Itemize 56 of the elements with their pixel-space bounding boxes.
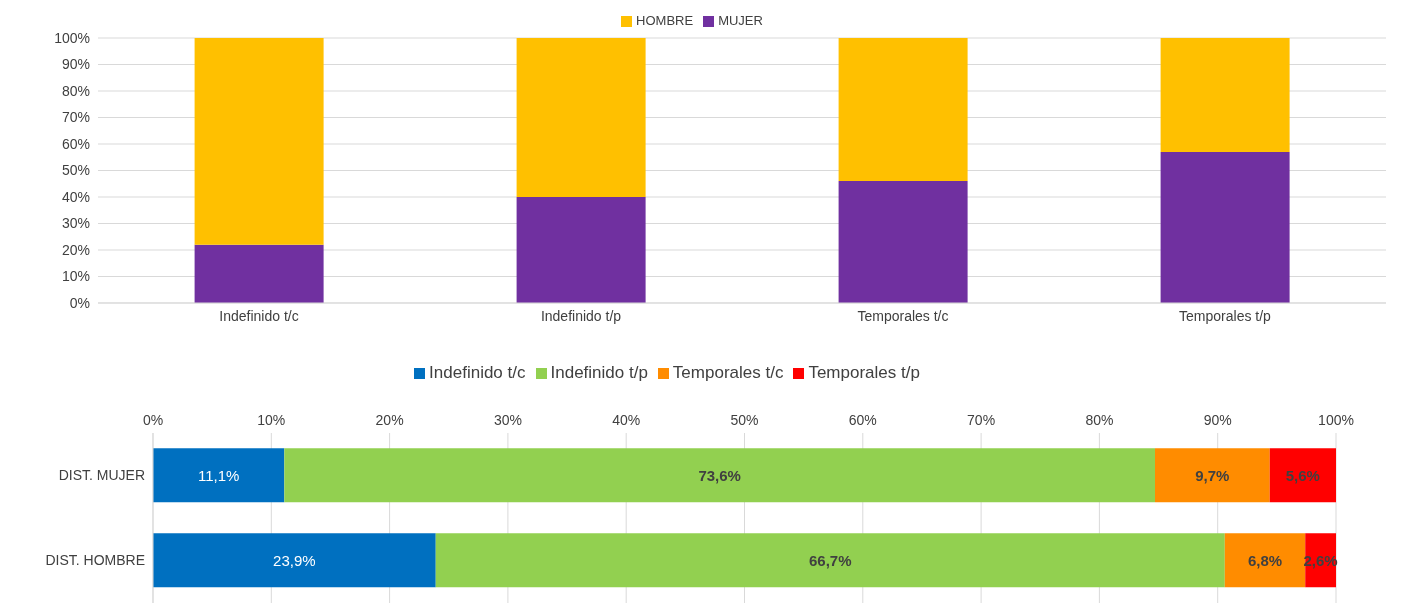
- bar: [435, 533, 1225, 588]
- x-tick-label: 100%: [1318, 412, 1354, 428]
- x-tick-label: 20%: [375, 412, 404, 428]
- bar: [194, 38, 324, 245]
- y-tick-label: DIST. HOMBRE: [45, 552, 145, 569]
- y-tick-label: 90%: [61, 56, 90, 73]
- bar: [838, 181, 968, 303]
- bar: [194, 244, 324, 303]
- y-tick-label: DIST. MUJER: [58, 467, 145, 484]
- x-tick-label: Temporales t/c: [857, 307, 949, 324]
- legend-label: Indefinido t/c: [429, 363, 526, 382]
- data-label: 9,7%: [1195, 466, 1230, 484]
- data-label: 5,6%: [1285, 466, 1320, 484]
- x-tick-label: 80%: [1085, 412, 1114, 428]
- legend-label: HOMBRE: [636, 13, 694, 28]
- x-tick-label: 0%: [142, 412, 164, 428]
- data-label: 66,7%: [808, 551, 852, 569]
- legend-label: MUJER: [718, 13, 763, 28]
- y-tick-label: 80%: [61, 82, 90, 99]
- data-label: 23,9%: [273, 551, 316, 569]
- data-label: 6,8%: [1247, 551, 1283, 569]
- bar: [838, 38, 968, 182]
- x-tick-label: 50%: [730, 412, 759, 428]
- y-tick-label: 40%: [61, 188, 90, 205]
- bar: [153, 533, 436, 588]
- legend-label: Temporales t/p: [808, 363, 920, 382]
- legend-label: Temporales t/c: [672, 363, 784, 382]
- data-label: 11,1%: [197, 466, 240, 484]
- bar: [516, 38, 646, 197]
- bar: [1160, 151, 1290, 303]
- bar: [1155, 448, 1270, 503]
- y-tick-label: 70%: [61, 109, 90, 126]
- y-tick-label: 0%: [69, 294, 90, 311]
- legend-label: Indefinido t/p: [550, 363, 648, 382]
- bar: [516, 197, 646, 303]
- y-tick-label: 10%: [61, 268, 90, 285]
- x-tick-label: 40%: [612, 412, 641, 428]
- data-label: 73,6%: [698, 466, 741, 484]
- x-tick-label: Temporales t/p: [1179, 307, 1272, 324]
- bar: [1269, 448, 1336, 503]
- x-tick-label: Indefinido t/p: [540, 307, 622, 324]
- y-tick-label: 20%: [61, 241, 90, 258]
- x-tick-label: 60%: [848, 412, 877, 428]
- y-tick-label: 60%: [61, 135, 90, 152]
- x-tick-label: 30%: [493, 412, 522, 428]
- bar: [284, 448, 1155, 503]
- y-tick-label: 50%: [61, 162, 90, 179]
- bar: [1160, 38, 1290, 152]
- x-tick-label: Indefinido t/c: [219, 307, 299, 324]
- x-tick-label: 70%: [967, 412, 996, 428]
- y-tick-label: 100%: [54, 29, 90, 46]
- bar: [1224, 533, 1306, 588]
- y-tick-label: 30%: [61, 215, 90, 232]
- x-tick-label: 10%: [257, 412, 286, 428]
- x-tick-label: 90%: [1203, 412, 1232, 428]
- bar: [153, 448, 285, 503]
